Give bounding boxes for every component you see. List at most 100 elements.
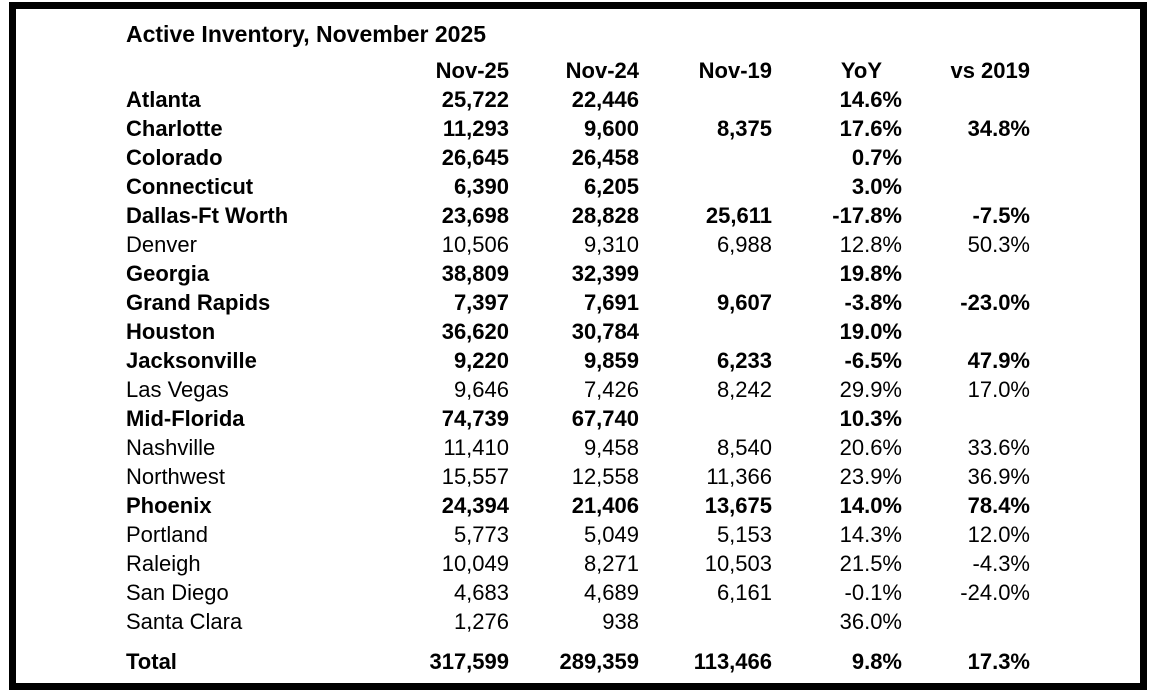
cell-value: -23.0%	[960, 289, 1030, 315]
cell-value: 78.4%	[967, 492, 1030, 518]
row-label: Georgia	[126, 260, 210, 286]
cell-value: -0.1%	[844, 579, 902, 605]
row-label: Las Vegas	[126, 376, 229, 402]
cell-value	[639, 404, 772, 433]
column-header: vs 2019	[950, 57, 1030, 83]
cell-value: 26,645	[441, 144, 509, 170]
cell-value: 10,506	[441, 231, 509, 257]
cell-value	[902, 85, 1030, 114]
row-label: Atlanta	[126, 86, 201, 112]
cell-value: 10,049	[441, 550, 509, 576]
cell-value: 5,773	[453, 521, 509, 547]
cell-value: 19.8%	[839, 260, 902, 286]
column-header: Nov-19	[698, 57, 772, 83]
row-label: Charlotte	[126, 115, 223, 141]
cell-value: 0.7%	[851, 144, 902, 170]
table-row: Dallas-Ft Worth 23,698 28,828 25,611 -17…	[126, 201, 1030, 230]
cell-value: 6,205	[583, 173, 639, 199]
cell-value: 23.9%	[839, 463, 902, 489]
cell-value: 113,466	[693, 649, 772, 674]
table-row: Santa Clara 1,276 938 36.0%	[126, 607, 1030, 636]
cell-value: 32,399	[571, 260, 639, 286]
cell-value: 317,599	[429, 649, 509, 674]
cell-value: 34.8%	[967, 115, 1030, 141]
column-header: Nov-25	[435, 57, 509, 83]
row-label: Jacksonville	[126, 347, 257, 373]
cell-value: 9.8%	[851, 649, 902, 674]
cell-value: 9,859	[583, 347, 639, 373]
cell-value: -7.5%	[972, 202, 1030, 228]
cell-value: 17.0%	[967, 376, 1030, 402]
column-header: Nov-24	[565, 57, 639, 83]
cell-value: 7,691	[583, 289, 639, 315]
report-content: Active Inventory, November 2025 Nov-25 No…	[16, 9, 1140, 678]
cell-value: 29.9%	[839, 376, 902, 402]
cell-value: 12.0%	[967, 521, 1030, 547]
cell-value	[639, 172, 772, 201]
cell-value: 67,740	[571, 405, 639, 431]
page-title: Active Inventory, November 2025	[126, 21, 487, 47]
cell-value: 28,828	[571, 202, 639, 228]
cell-value: 11,293	[442, 115, 509, 141]
row-label: Nashville	[126, 434, 216, 460]
table-row: Houston 36,620 30,784 19.0%	[126, 317, 1030, 346]
cell-value: 21.5%	[839, 550, 902, 576]
cell-value	[902, 259, 1030, 288]
cell-value: 4,683	[453, 579, 509, 605]
cell-value: 30,784	[571, 318, 639, 344]
table-row: Connecticut 6,390 6,205 3.0%	[126, 172, 1030, 201]
table-row: Nashville 11,410 9,458 8,540 20.6% 33.6%	[126, 433, 1030, 462]
row-label: Colorado	[126, 144, 223, 170]
cell-value: 74,739	[441, 405, 509, 431]
cell-value: 1,276	[453, 608, 509, 634]
cell-value: 3.0%	[851, 173, 902, 199]
cell-value: 289,359	[559, 649, 639, 674]
table-row: Georgia 38,809 32,399 19.8%	[126, 259, 1030, 288]
table-row: Portland 5,773 5,049 5,153 14.3% 12.0%	[126, 520, 1030, 549]
cell-value: 50.3%	[967, 231, 1030, 257]
cell-value: 11,410	[443, 434, 509, 460]
cell-value: 8,271	[583, 550, 639, 576]
cell-value: 13,675	[704, 492, 772, 518]
cell-value: 20.6%	[839, 434, 902, 460]
header-row: Nov-25 Nov-24 Nov-19 YoY vs 2019	[126, 56, 1030, 85]
table-row: San Diego 4,683 4,689 6,161 -0.1% -24.0%	[126, 578, 1030, 607]
cell-value: 25,611	[705, 202, 772, 228]
cell-value: -3.8%	[844, 289, 902, 315]
cell-value	[639, 143, 772, 172]
cell-value: 25,722	[441, 86, 509, 112]
table-row: Charlotte 11,293 9,600 8,375 17.6% 34.8%	[126, 114, 1030, 143]
cell-value: 22,446	[571, 86, 639, 112]
row-label: San Diego	[126, 579, 229, 605]
cell-value	[639, 317, 772, 346]
table-row: Las Vegas 9,646 7,426 8,242 29.9% 17.0%	[126, 375, 1030, 404]
cell-value: 7,426	[583, 376, 639, 402]
cell-value: 33.6%	[967, 434, 1030, 460]
cell-value: -24.0%	[960, 579, 1030, 605]
row-label: Portland	[126, 521, 208, 547]
row-label: Phoenix	[126, 492, 212, 518]
row-label: Mid-Florida	[126, 405, 245, 431]
row-label: Houston	[126, 318, 216, 344]
cell-value: 8,242	[716, 376, 772, 402]
cell-value: 11,366	[706, 463, 772, 489]
cell-value: 26,458	[571, 144, 639, 170]
table-body: Atlanta 25,722 22,446 14.6% Charlotte 11…	[126, 85, 1030, 678]
cell-value: 14.6%	[839, 86, 902, 112]
cell-value	[902, 172, 1030, 201]
row-label: Connecticut	[126, 173, 254, 199]
cell-value: 6,988	[716, 231, 772, 257]
table-row: Jacksonville 9,220 9,859 6,233 -6.5% 47.…	[126, 346, 1030, 375]
cell-value: 10.3%	[839, 405, 902, 431]
cell-value: 8,375	[716, 115, 772, 141]
cell-value: -4.3%	[972, 550, 1030, 576]
cell-value: 6,233	[716, 347, 772, 373]
cell-value: 24,394	[441, 492, 509, 518]
cell-value: 4,689	[583, 579, 639, 605]
cell-value: 9,600	[583, 115, 639, 141]
cell-value: -6.5%	[844, 347, 902, 373]
row-label: Grand Rapids	[126, 289, 271, 315]
cell-value: 17.3%	[967, 649, 1030, 674]
row-label: Dallas-Ft Worth	[126, 202, 289, 228]
row-label: Denver	[126, 231, 197, 257]
